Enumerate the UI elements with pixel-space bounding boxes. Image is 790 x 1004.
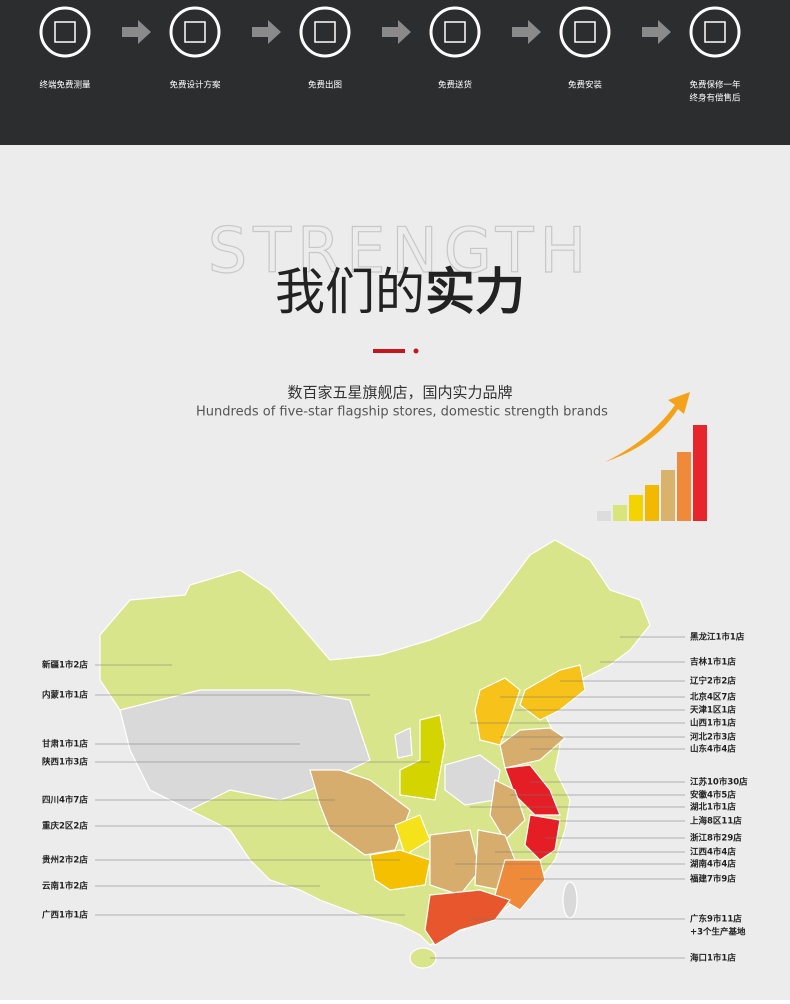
step-label: 终身有偿售后 (689, 93, 741, 104)
step-label: 免费安装 (568, 80, 603, 91)
province-label: 湖北1市1店 (690, 802, 736, 813)
step-icon (559, 6, 611, 58)
step-arrow (122, 20, 151, 44)
subtitle-en: Hundreds of five-star flagship stores, d… (196, 405, 608, 420)
step-label: 终端免费测量 (39, 80, 91, 91)
province-label: 贵州2市2店 (42, 855, 88, 866)
icon-bar (645, 485, 659, 521)
province-label: 山西1市1店 (690, 718, 736, 729)
province-label: 四川4市7店 (42, 795, 88, 806)
icon-bar (597, 511, 611, 521)
step-icon (39, 6, 91, 58)
growth-arrow (605, 392, 690, 462)
step-glyph (54, 21, 76, 43)
step-icon (429, 6, 481, 58)
map-labels: 新疆1市2店内蒙1市1店甘肃1市1店陕西1市3店四川4市7店重庆2区2店贵州2市… (42, 632, 748, 964)
step-icon (299, 6, 351, 58)
province-label: 山东4市4店 (690, 744, 736, 755)
step-arrow (642, 20, 671, 44)
step-glyph (314, 21, 336, 43)
province-label: 内蒙1市1店 (42, 690, 88, 701)
watermark: STRENGTH (208, 214, 592, 287)
province-label: 重庆2区2店 (42, 821, 88, 832)
province-label: 云南1市2店 (42, 881, 88, 892)
hunan (429, 829, 481, 896)
step-glyph (444, 21, 466, 43)
province-label: 江苏10市30店 (690, 777, 748, 788)
icon-bar (661, 470, 675, 521)
section-title: 我们的实力 (275, 263, 525, 321)
fujian (494, 859, 546, 911)
step-label: 免费保修一年 (689, 80, 741, 91)
icon-bar (629, 495, 643, 521)
icon-bar (677, 452, 691, 521)
step-icon (689, 6, 741, 58)
province-label: 安徽4市5店 (690, 790, 736, 801)
title-rule (373, 349, 405, 353)
step-label: 免费设计方案 (169, 80, 221, 91)
province-label: 北京4区7店 (690, 692, 736, 703)
province-label: 吉林1市1店 (690, 657, 736, 668)
province-label: 广西1市1店 (42, 910, 88, 921)
step-arrow (252, 20, 281, 44)
province-label: +3个生产基地 (690, 927, 746, 938)
title-dot (413, 348, 419, 354)
growth-icon (597, 392, 707, 521)
province-label: 上海8区11店 (690, 816, 742, 827)
top-bar (0, 0, 790, 145)
province-label: 福建7市9店 (689, 874, 736, 885)
step-arrow (382, 20, 411, 44)
subtitle: 数百家五星旗舰店，国内实力品牌 (287, 384, 512, 402)
province-label: 海口1市1店 (690, 953, 736, 964)
shaanxi (399, 714, 446, 801)
liaoning (519, 664, 586, 721)
step-glyph (704, 21, 726, 43)
province-label: 新疆1市2店 (42, 660, 88, 671)
map (99, 539, 651, 969)
guangdong (424, 889, 511, 946)
title-bold: 实力 (425, 263, 525, 321)
icon-bar (613, 505, 627, 521)
province-label: 黑龙江1市1店 (690, 632, 745, 643)
province-label: 江西4市4店 (690, 847, 736, 858)
province-label: 甘肃1市1店 (42, 739, 88, 750)
province-label: 广东9市11店 (690, 914, 742, 925)
province-label: 浙江8市29店 (690, 833, 742, 844)
province-label: 天津1区1店 (690, 705, 736, 716)
step-label: 免费出图 (308, 80, 342, 91)
step-icon (169, 6, 221, 58)
step-glyph (574, 21, 596, 43)
taiwan (562, 881, 578, 919)
province-label: 陕西1市3店 (42, 757, 88, 768)
province-label: 河北2市3店 (690, 732, 736, 743)
icon-bar (693, 425, 707, 521)
region-gray (394, 727, 413, 759)
hebei (474, 677, 521, 746)
step-arrow (512, 20, 541, 44)
zhejiang (524, 814, 561, 861)
province-label: 湖南4市4店 (690, 859, 736, 870)
title-light: 我们的 (275, 263, 425, 321)
step-glyph (184, 21, 206, 43)
region-gray (119, 689, 371, 811)
province-label: 辽宁2市2店 (690, 676, 736, 687)
step-label: 免费送货 (438, 80, 473, 91)
